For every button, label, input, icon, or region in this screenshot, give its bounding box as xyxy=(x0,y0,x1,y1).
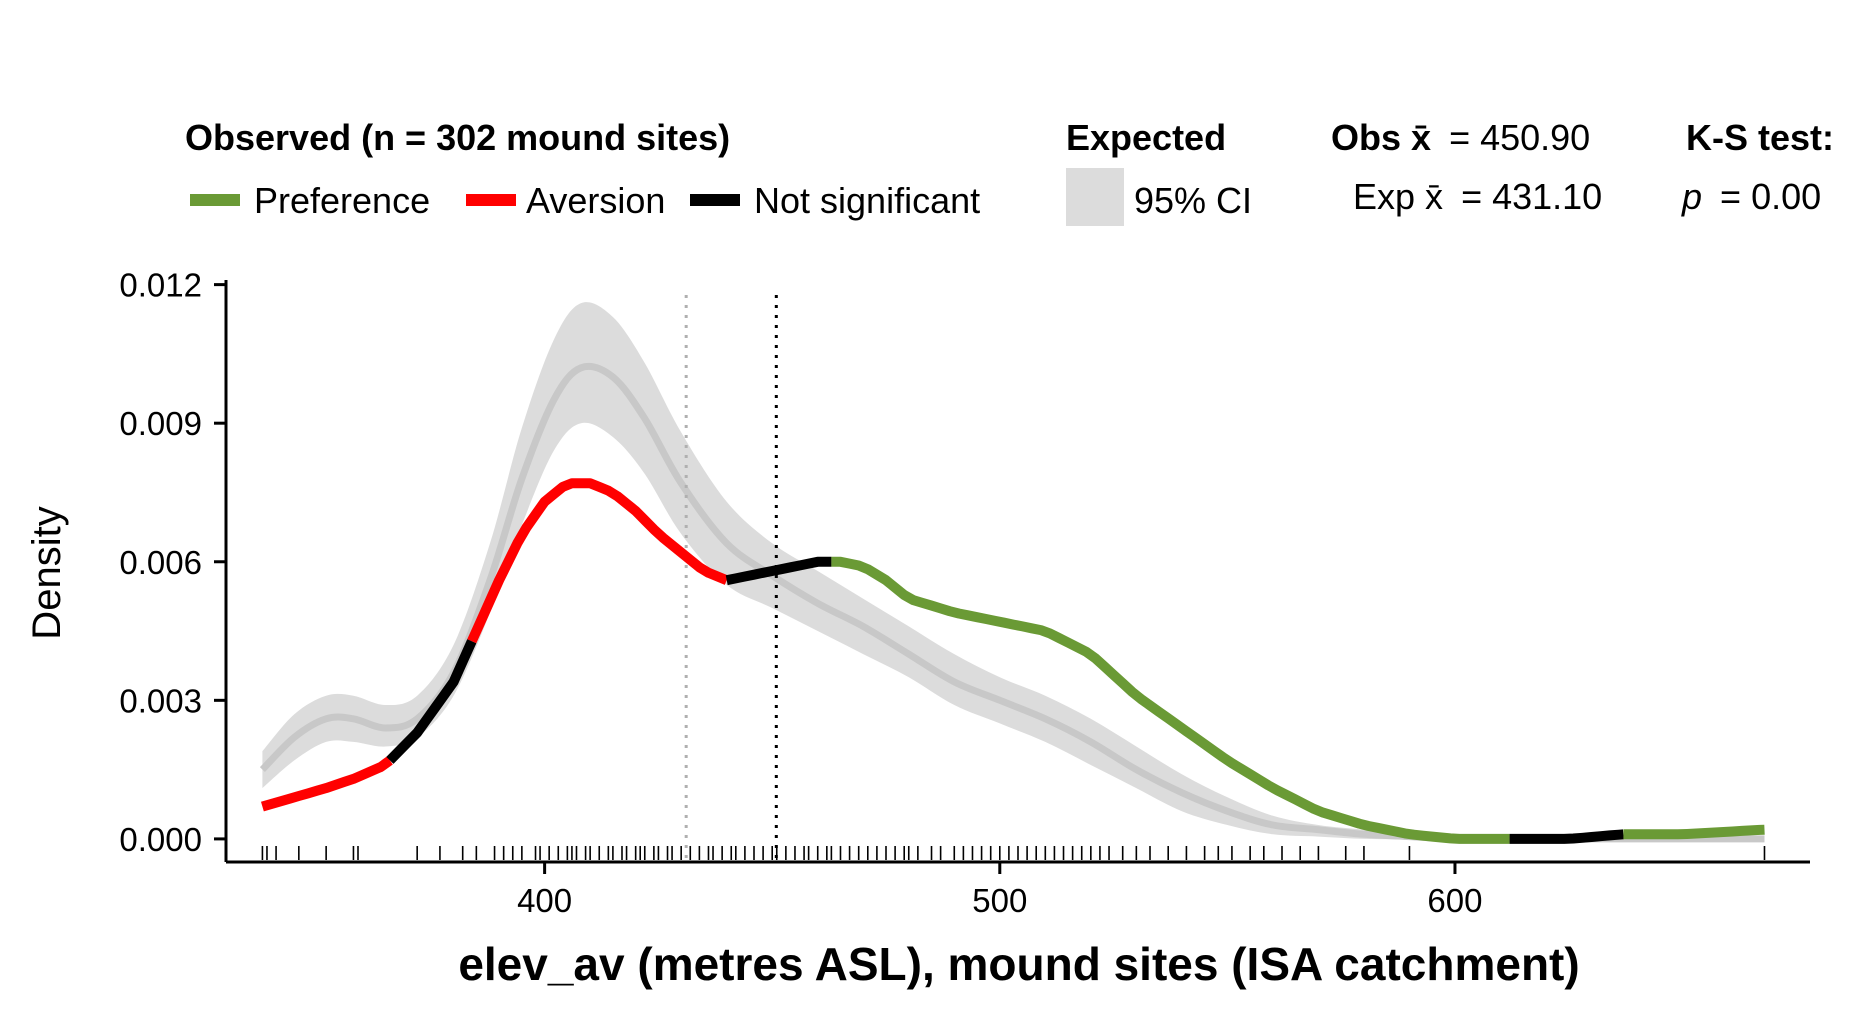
y-tick-label: 0.006 xyxy=(119,544,202,581)
observed-segment-aversion xyxy=(260,756,393,812)
axes: 0.000 0.003 0.006 0.009 0.012 400 500 600 xyxy=(119,267,1810,919)
rug-marks xyxy=(261,846,1766,860)
y-tick-label: 0.003 xyxy=(119,682,202,719)
legend-obs-mean: Obs x̄ = 450.90 xyxy=(1331,117,1590,158)
legend-ks-p-value: = 0.00 xyxy=(1720,176,1821,217)
legend: Observed (n = 302 mound sites) Preferenc… xyxy=(185,117,1834,226)
x-tick-label: 500 xyxy=(972,882,1027,919)
legend-obs-mean-value: = 450.90 xyxy=(1449,117,1590,158)
legend-ks-title: K-S test: xyxy=(1686,117,1834,158)
observed-segment-preference xyxy=(831,556,1510,844)
legend-not-significant-label: Not significant xyxy=(754,180,980,221)
legend-exp-mean: Exp x̄ = 431.10 xyxy=(1353,176,1602,217)
legend-aversion-label: Aversion xyxy=(526,180,665,221)
legend-ks-p: p = 0.00 xyxy=(1681,176,1821,217)
legend-preference-swatch xyxy=(190,194,240,206)
observed-segment-preference xyxy=(1623,824,1765,840)
legend-exp-mean-label: Exp x̄ xyxy=(1353,176,1443,217)
legend-not-significant-swatch xyxy=(690,194,740,206)
legend-ci-label: 95% CI xyxy=(1134,180,1252,221)
observed-segment-not-significant xyxy=(1509,829,1624,844)
mean-lines xyxy=(684,295,778,862)
y-tick-label: 0.012 xyxy=(119,267,202,304)
legend-preference-label: Preference xyxy=(254,180,430,221)
observed-segment-not-significant xyxy=(725,556,832,586)
y-axis-title: Density xyxy=(25,506,69,639)
y-tick-label: 0.009 xyxy=(119,405,202,442)
legend-ci-swatch xyxy=(1066,168,1124,226)
expected-ci-band xyxy=(262,302,1765,840)
observed-curve xyxy=(260,478,1765,844)
y-tick-label: 0.000 xyxy=(119,821,202,858)
legend-obs-mean-label: Obs x̄ xyxy=(1331,117,1431,158)
observed-segment-aversion xyxy=(467,478,729,644)
legend-expected-title: Expected xyxy=(1066,117,1226,158)
x-tick-label: 600 xyxy=(1427,882,1482,919)
x-tick-label: 400 xyxy=(517,882,572,919)
expected-ci-area xyxy=(262,302,1765,840)
observed-segment-not-significant xyxy=(386,639,477,764)
legend-ks-p-label: p xyxy=(1681,176,1702,217)
legend-aversion-swatch xyxy=(466,194,516,206)
legend-exp-mean-value: = 431.10 xyxy=(1461,176,1602,217)
x-axis-title: elev_av (metres ASL), mound sites (ISA c… xyxy=(458,938,1579,990)
legend-observed-title: Observed (n = 302 mound sites) xyxy=(185,117,730,158)
